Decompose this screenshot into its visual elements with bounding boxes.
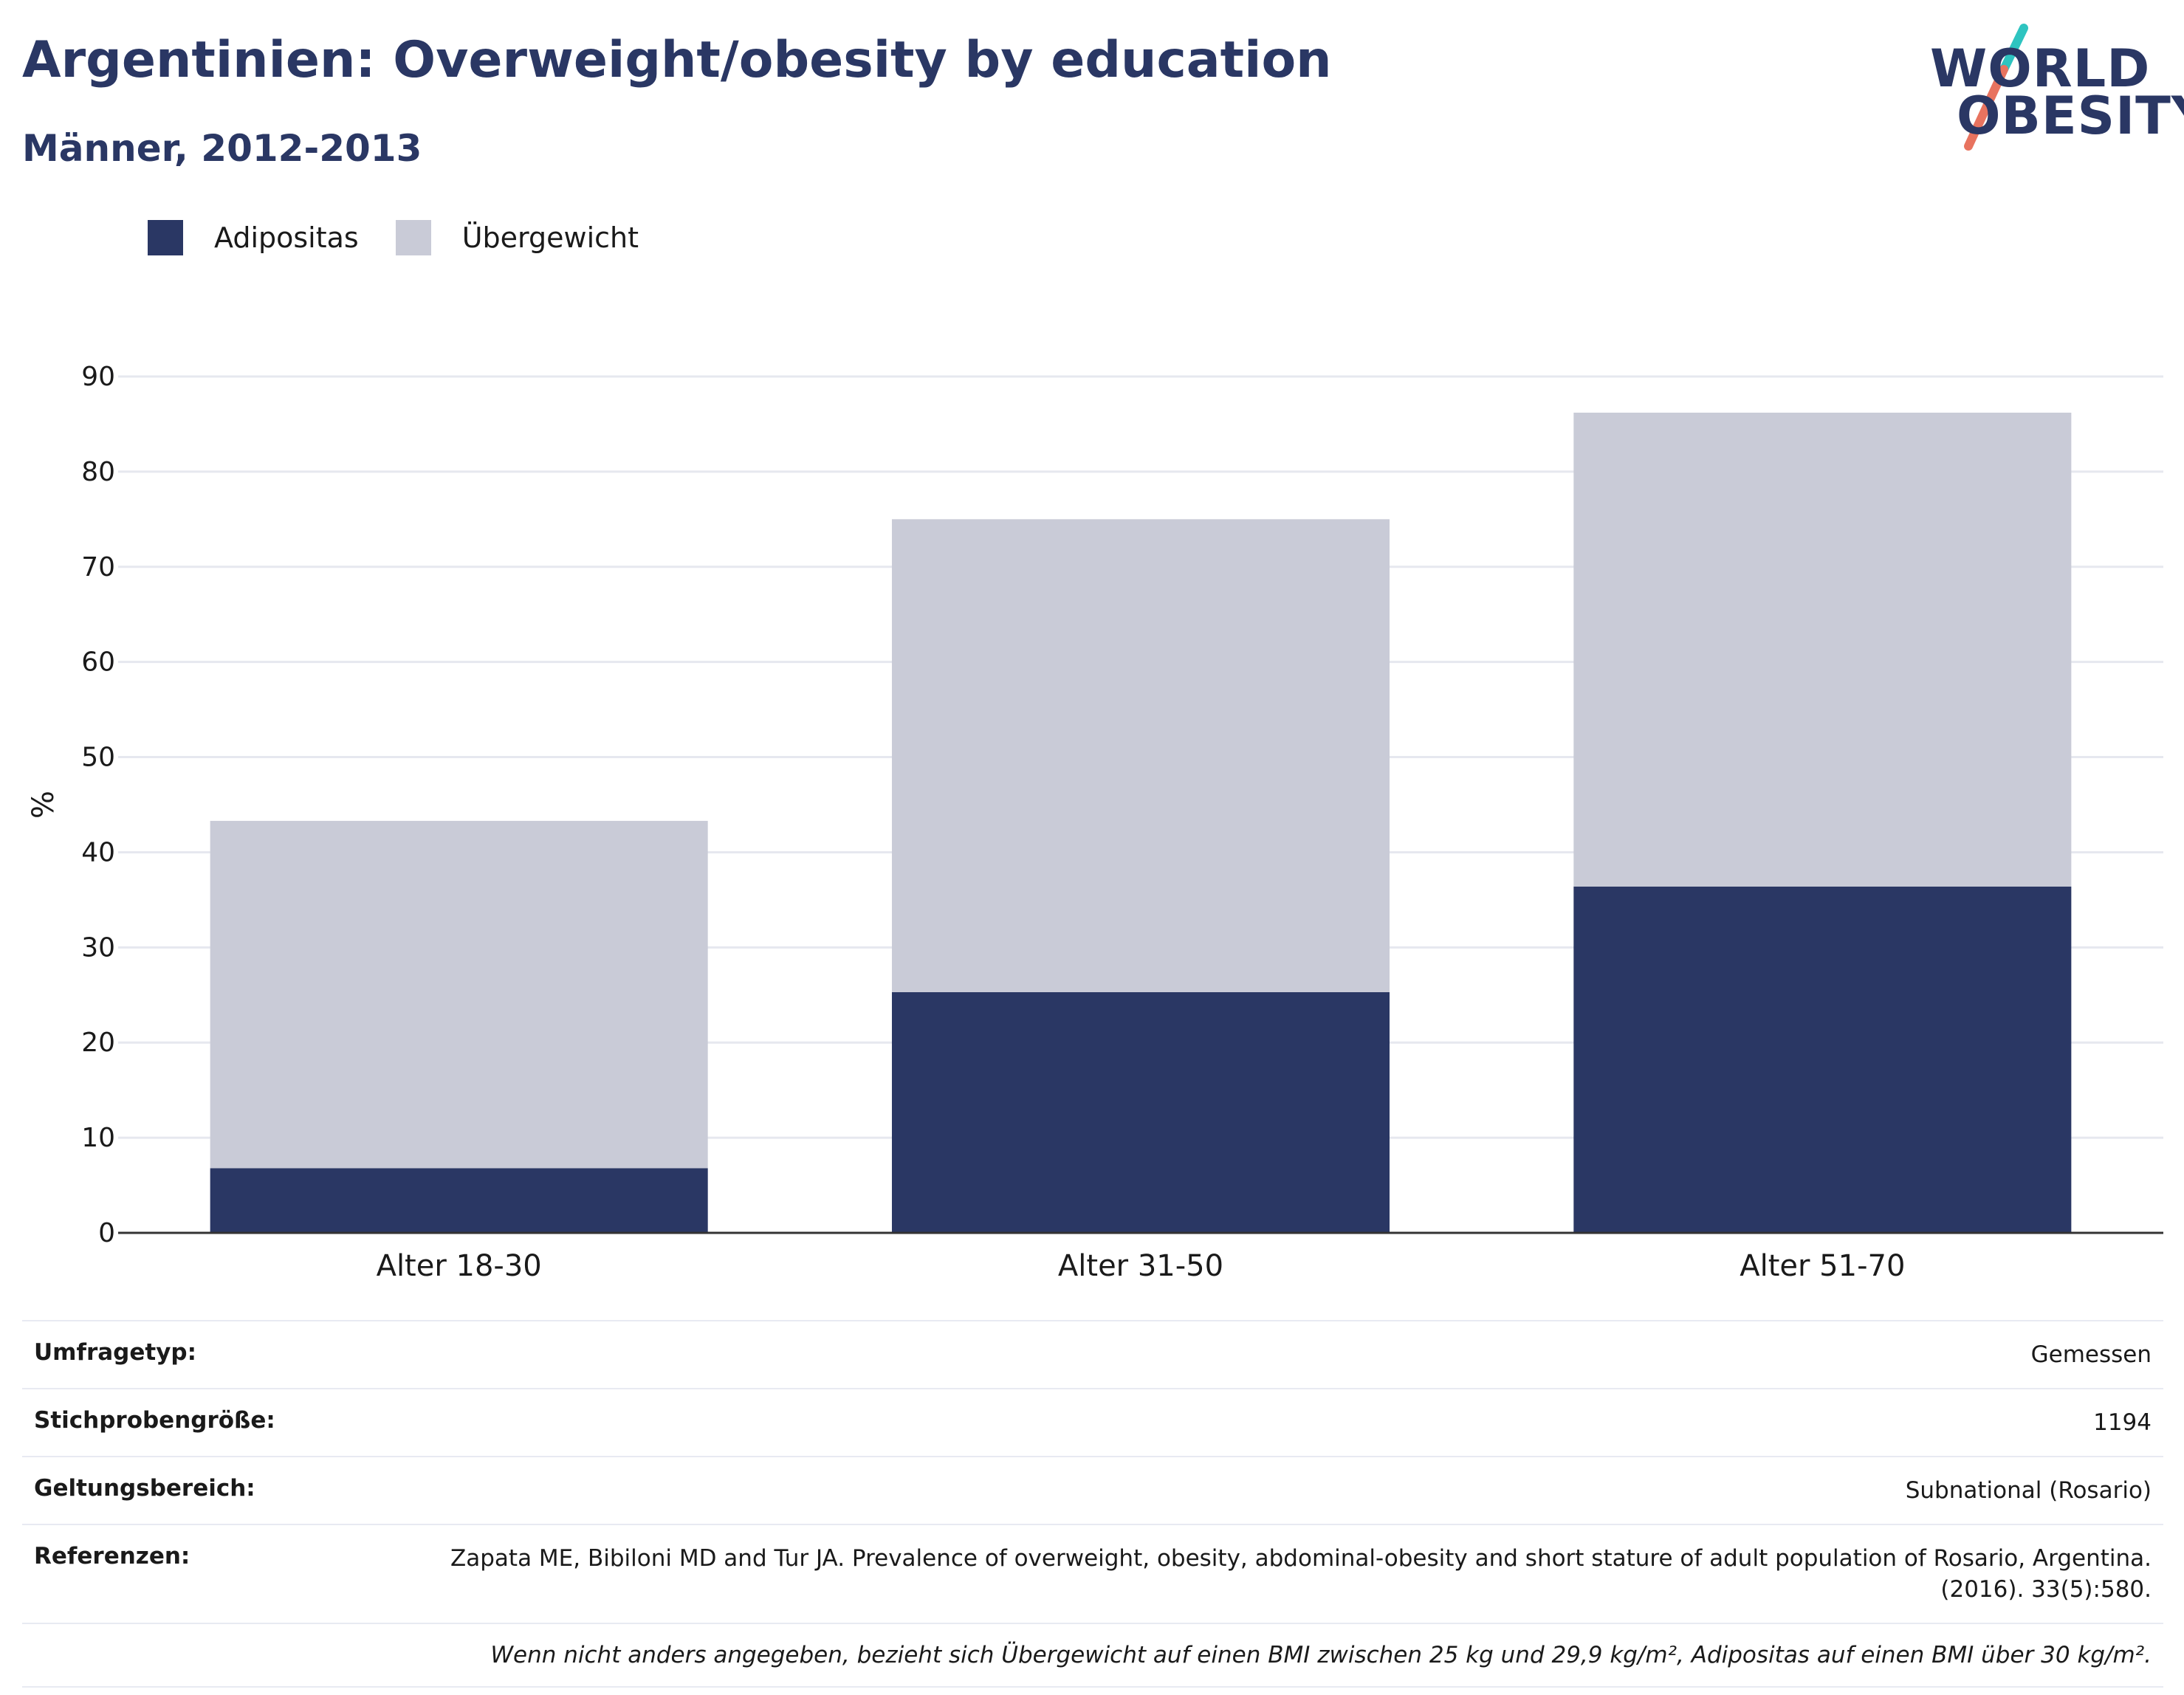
y-tick-label: 20 xyxy=(81,1028,115,1058)
legend-item-adipositas[interactable]: Adipositas xyxy=(148,220,359,255)
info-key: Stichprobengröße: xyxy=(22,1388,415,1457)
legend-swatch-uebergewicht xyxy=(395,220,431,255)
bar-uebergewicht[interactable] xyxy=(210,820,708,1169)
y-tick-label: 40 xyxy=(81,837,115,867)
info-key: Referenzen: xyxy=(22,1524,415,1623)
world-obesity-logo: WORLD OBESITY xyxy=(1927,22,2184,155)
info-row-scope: Geltungsbereich: Subnational (Rosario) xyxy=(22,1456,2163,1524)
bar-uebergewicht[interactable] xyxy=(891,519,1390,992)
info-key: Umfragetyp: xyxy=(22,1320,415,1389)
y-tick-label: 0 xyxy=(98,1218,115,1248)
info-row-sample-size: Stichprobengröße: 1194 xyxy=(22,1388,2163,1457)
y-axis-label: % xyxy=(27,791,61,819)
legend-label-adipositas: Adipositas xyxy=(214,221,359,254)
y-tick-label: 10 xyxy=(81,1123,115,1153)
info-value: Subnational (Rosario) xyxy=(415,1456,2163,1524)
chart-title: Argentinien: Overweight/obesity by educa… xyxy=(22,31,1332,89)
legend: Adipositas Übergewicht xyxy=(148,220,676,255)
y-tick-label: 30 xyxy=(81,932,115,963)
y-tick-label: 50 xyxy=(81,743,115,773)
chart-subtitle: Männer, 2012-2013 xyxy=(22,127,422,170)
x-category-label: Alter 51-70 xyxy=(1740,1249,1905,1283)
info-row-references: Referenzen: Zapata ME, Bibiloni MD and T… xyxy=(22,1524,2163,1623)
y-tick-label: 90 xyxy=(81,362,115,392)
logo-text-world: WORLD xyxy=(1930,38,2151,99)
y-tick-label: 70 xyxy=(81,552,115,582)
info-table: Umfragetyp: Gemessen Stichprobengröße: 1… xyxy=(22,1320,2163,1688)
legend-label-uebergewicht: Übergewicht xyxy=(461,221,639,254)
legend-item-uebergewicht[interactable]: Übergewicht xyxy=(395,220,639,255)
y-tick-label: 80 xyxy=(81,457,115,487)
bar-adipositas[interactable] xyxy=(891,991,1390,1233)
bar-uebergewicht[interactable] xyxy=(1573,412,2072,887)
logo-text-obesity: OBESITY xyxy=(1957,86,2184,146)
info-row-survey-type: Umfragetyp: Gemessen xyxy=(22,1320,2163,1389)
definition-note: Wenn nicht anders angegeben, bezieht sic… xyxy=(22,1623,2163,1688)
legend-swatch-adipositas xyxy=(148,220,183,255)
bars xyxy=(210,412,2072,1233)
stacked-bar-chart: 0 10 20 30 40 50 60 70 80 90 Alter 18-30 Alter 31-… xyxy=(27,362,2163,1283)
info-key: Geltungsbereich: xyxy=(22,1456,415,1524)
x-category-label: Alter 31-50 xyxy=(1058,1249,1223,1283)
bar-adipositas[interactable] xyxy=(1573,886,2072,1233)
bar-adipositas[interactable] xyxy=(210,1168,708,1233)
x-category-label: Alter 18-30 xyxy=(377,1249,542,1283)
x-axis-categories: Alter 18-30 Alter 31-50 Alter 51-70 xyxy=(377,1249,1906,1283)
info-value-reference: Zapata ME, Bibiloni MD and Tur JA. Preva… xyxy=(415,1524,2163,1623)
info-row-note: Wenn nicht anders angegeben, bezieht sic… xyxy=(22,1623,2163,1688)
y-tick-label: 60 xyxy=(81,647,115,678)
y-axis-ticks: 0 10 20 30 40 50 60 70 80 90 xyxy=(81,362,115,1248)
info-value: 1194 xyxy=(415,1388,2163,1457)
info-value: Gemessen xyxy=(415,1320,2163,1389)
logo-slash-icon xyxy=(1964,24,2028,151)
